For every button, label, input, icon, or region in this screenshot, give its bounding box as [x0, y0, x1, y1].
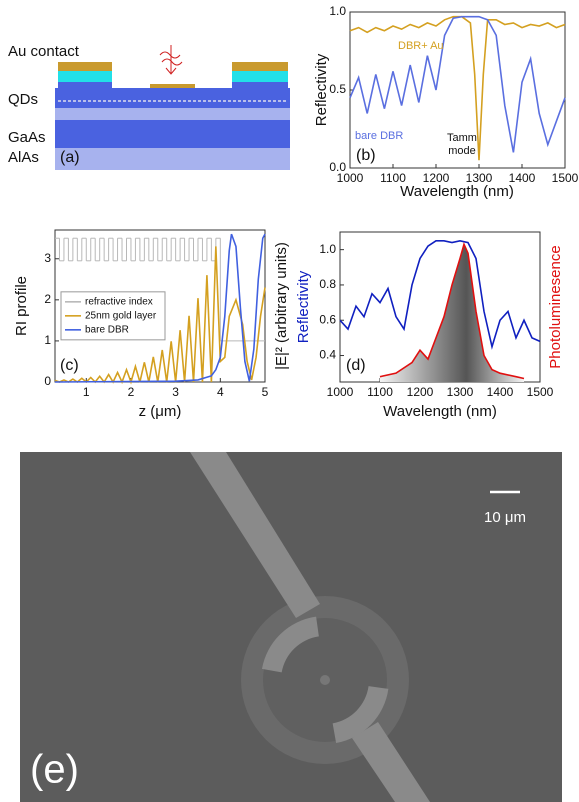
y2-title: |E|² (arbitrary units)	[273, 242, 290, 370]
x-tick-label: 1000	[327, 385, 354, 399]
y-title: RI profile	[13, 276, 30, 336]
annotation: Tamm mode	[447, 132, 477, 157]
x-tick-label: 1	[83, 385, 90, 399]
panel-label: (d)	[346, 357, 366, 374]
line	[349, 15, 566, 153]
y-title: Reflectivity	[295, 270, 312, 343]
x-tick-label: 1400	[487, 385, 514, 399]
line	[54, 233, 266, 383]
panel-label: (c)	[60, 357, 79, 374]
x-tick-label: 4	[217, 385, 224, 399]
y-tick-label: 0	[44, 374, 51, 388]
x-title: Wavelength (nm)	[383, 403, 497, 420]
x-tick-label: 1100	[380, 171, 406, 185]
panel-label: (e)	[30, 748, 79, 792]
x-tick-label: 1500	[552, 171, 579, 185]
label: AlAs	[8, 149, 39, 166]
micrograph	[20, 452, 562, 802]
x-title: z (μm)	[139, 403, 182, 420]
y-tick-label: 0.0	[329, 160, 346, 174]
line	[349, 15, 566, 161]
x-tick-label: 3	[172, 385, 179, 399]
y-tick-label: 0.6	[319, 312, 336, 326]
y-tick-label: 3	[44, 251, 51, 265]
x-tick-label: 2	[128, 385, 135, 399]
legend-label: bare DBR	[85, 324, 129, 335]
label: Au contact	[8, 43, 80, 60]
panel-label: (a)	[60, 149, 80, 166]
legend-label: refractive index	[85, 296, 153, 307]
x-tick-label: 1300	[447, 385, 474, 399]
x-tick-label: 1400	[509, 171, 536, 185]
scale-bar-label: 10 μm	[484, 509, 526, 526]
y-tick-label: 0.5	[329, 82, 346, 96]
line	[339, 240, 541, 350]
y-tick-label: 0.8	[319, 277, 336, 291]
contact-pad	[261, 616, 319, 673]
x-tick-label: 1000	[337, 171, 364, 185]
y-tick-label: 0.4	[319, 348, 336, 362]
layer-stack	[55, 45, 290, 170]
legend-label: 25nm gold layer	[85, 310, 157, 321]
label: QDs	[8, 91, 38, 108]
x-title: Wavelength (nm)	[400, 183, 514, 200]
x-tick-label: 1100	[367, 385, 393, 399]
y2-title: Photoluminesence	[547, 245, 564, 368]
y-tick-label: 1	[44, 333, 51, 347]
contact-pad	[332, 686, 389, 744]
x-tick-label: 5	[262, 385, 269, 399]
x-tick-label: 1500	[527, 385, 554, 399]
series-label: DBR+ Au	[398, 40, 444, 52]
y-title: Reflectivity	[313, 53, 330, 126]
y-tick-label: 1.0	[329, 4, 346, 18]
x-tick-label: 1200	[407, 385, 434, 399]
x-tick-label: 1200	[423, 171, 450, 185]
y-tick-label: 1.0	[319, 242, 336, 256]
series-label: bare DBR	[355, 130, 403, 142]
label: GaAs	[8, 129, 46, 146]
line	[379, 242, 525, 380]
y-tick-label: 2	[44, 292, 51, 306]
panel-label: (b)	[356, 147, 376, 164]
x-tick-label: 1300	[466, 171, 493, 185]
area	[380, 244, 524, 382]
